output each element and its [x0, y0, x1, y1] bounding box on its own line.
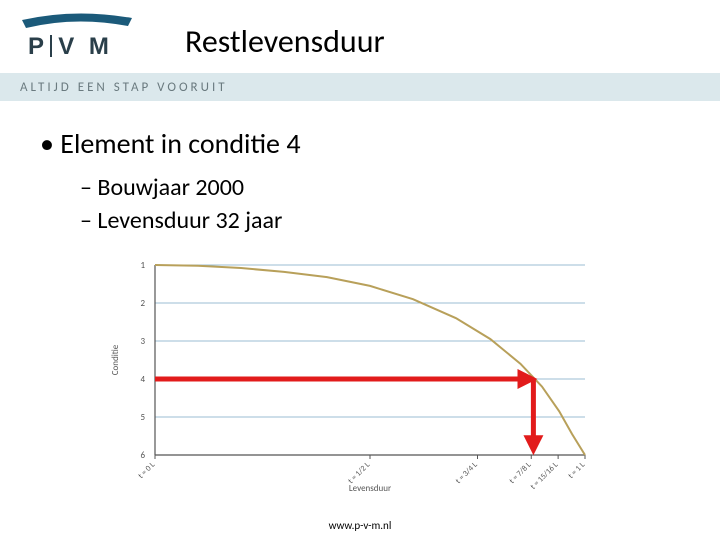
svg-text:2: 2	[140, 298, 145, 309]
pvm-logo: P V M	[20, 10, 135, 65]
svg-text:6: 6	[140, 450, 145, 461]
logo-text: P V M	[28, 33, 113, 60]
svg-text:t = 15/16 L: t = 15/16 L	[529, 460, 561, 492]
svg-text:t = 3/4 L: t = 3/4 L	[454, 460, 480, 486]
slide-title: Restlevensduur	[185, 22, 385, 61]
svg-text:5: 5	[140, 412, 145, 423]
sub-bullet-0: Bouwjaar 2000	[80, 173, 680, 202]
svg-text:t = 0 L: t = 0 L	[136, 460, 157, 481]
content-area: Element in conditie 4 Bouwjaar 2000 Leve…	[0, 101, 720, 495]
svg-text:t = 1 L: t = 1 L	[566, 460, 587, 481]
degradation-chart: 1 2 3 4 5 6 Conditie t = 0 L t = 1/2 L t = 3/4 L t…	[100, 255, 620, 495]
svg-text:3: 3	[140, 336, 145, 347]
svg-text:t = 1/2 L: t = 1/2 L	[346, 460, 372, 486]
sub-bullet-1: Levensduur 32 jaar	[80, 206, 680, 235]
main-bullet: Element in conditie 4	[40, 126, 680, 161]
svg-text:1: 1	[140, 260, 145, 271]
footer-url: www.p-v-m.nl	[0, 519, 720, 532]
svg-text:4: 4	[140, 374, 145, 385]
tagline-text: ALTIJD EEN STAP VOORUIT	[20, 80, 228, 95]
svg-text:Levensduur: Levensduur	[349, 483, 391, 494]
svg-text:Conditie: Conditie	[110, 344, 121, 375]
tagline-bar: ALTIJD EEN STAP VOORUIT	[0, 73, 720, 101]
